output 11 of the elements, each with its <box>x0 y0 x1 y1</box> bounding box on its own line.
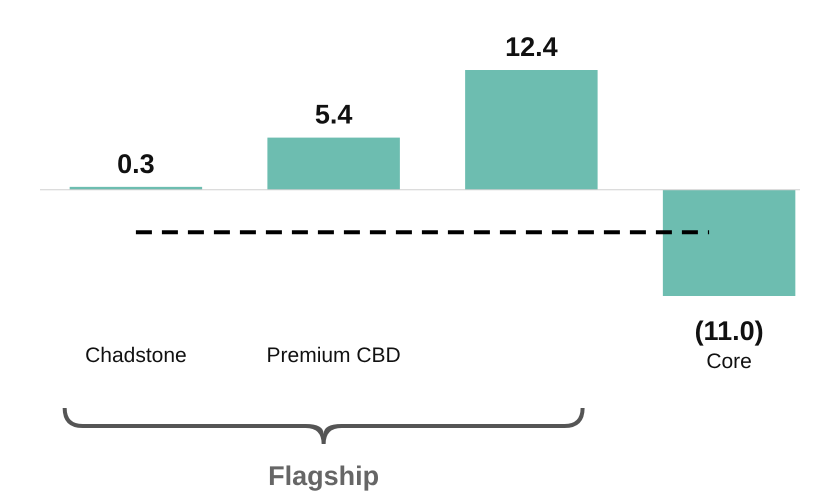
data-label: 5.4 <box>314 100 352 130</box>
bar <box>267 138 400 190</box>
x-tick-label: Core <box>706 350 752 373</box>
bar <box>662 190 796 296</box>
bar <box>465 70 598 190</box>
data-label: 0.3 <box>117 148 155 179</box>
text: Flagship <box>268 461 380 491</box>
x-tick-label: Premium CBD <box>266 344 401 367</box>
x-tick-label: Chadstone <box>85 344 187 367</box>
data-label: (11.0) <box>694 316 764 346</box>
data-label: 12.4 <box>505 32 558 62</box>
